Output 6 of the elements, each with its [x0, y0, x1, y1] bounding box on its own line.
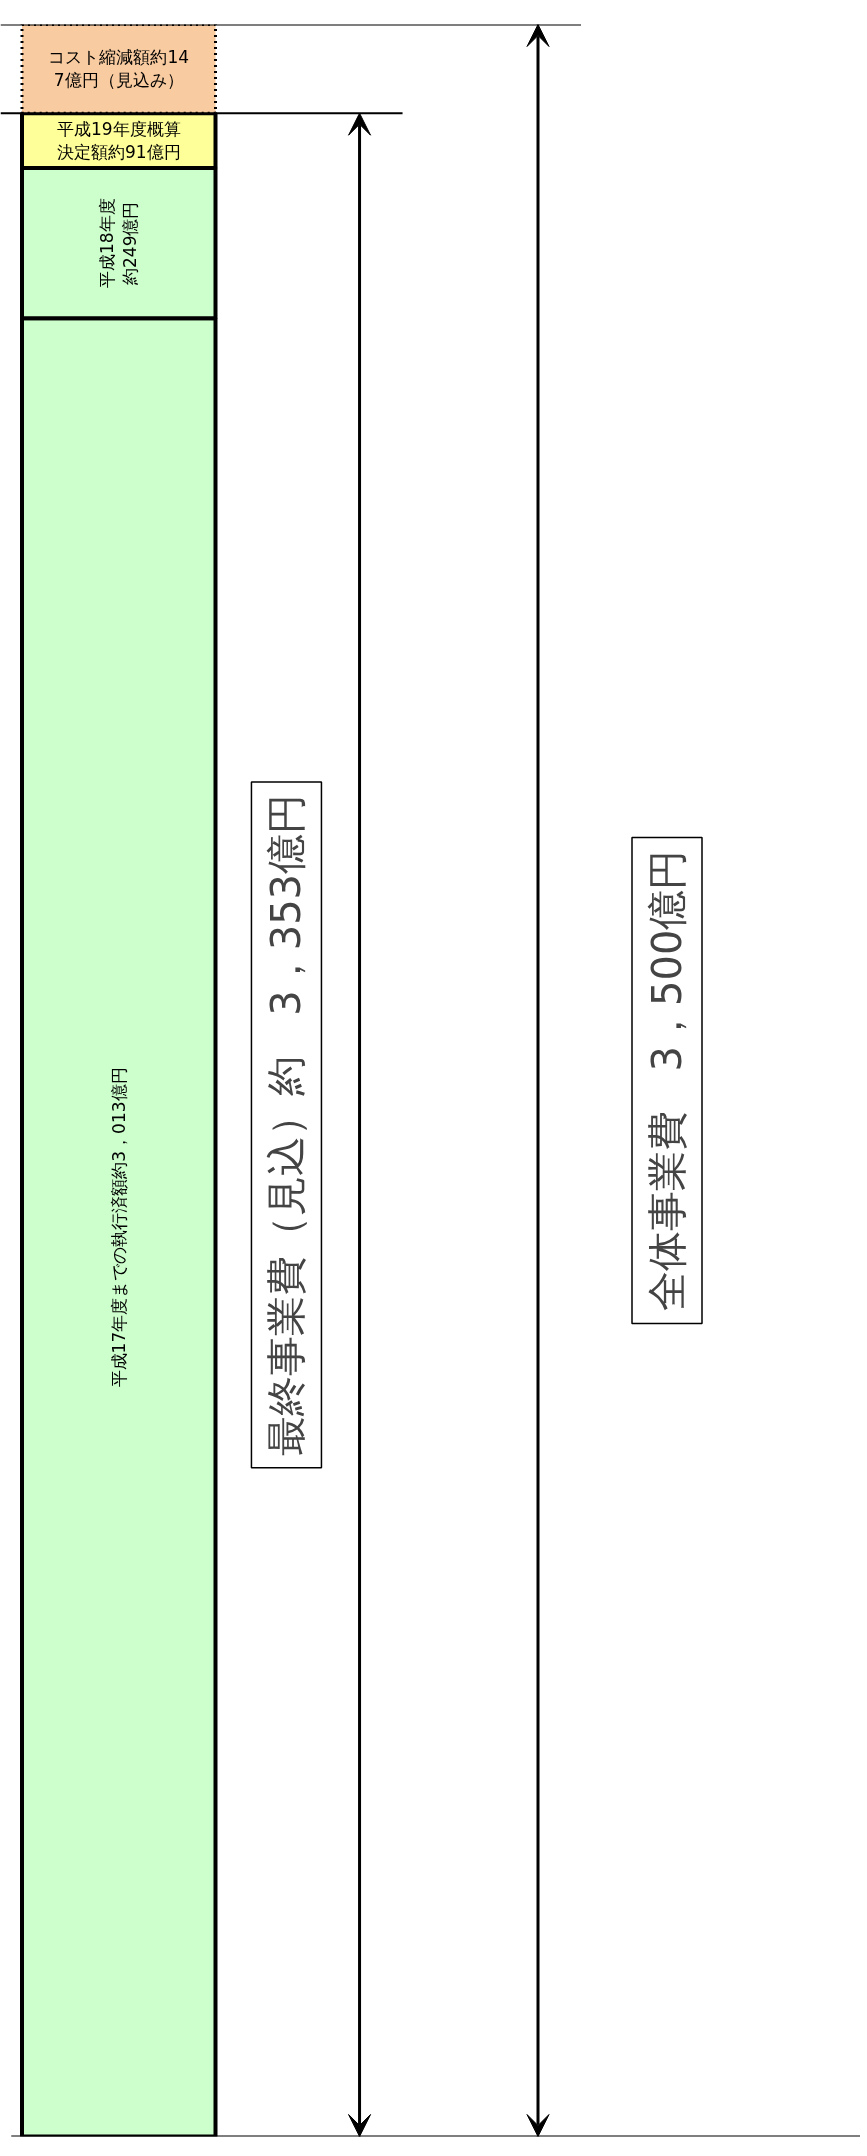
data-label: 平成17年度までの執行済額約3，013億円 [108, 1067, 129, 1388]
data-label: 平成18年度約249億円 [97, 198, 141, 289]
text: 全体事業費 3，500億円 [644, 849, 690, 1312]
data-label: コスト縮減額約147億円（見込み） [48, 47, 190, 91]
text: 最終事業費（見込）約 3，353億円 [263, 793, 310, 1456]
data-label: 平成19年度概算決定額約91億円 [56, 119, 181, 163]
